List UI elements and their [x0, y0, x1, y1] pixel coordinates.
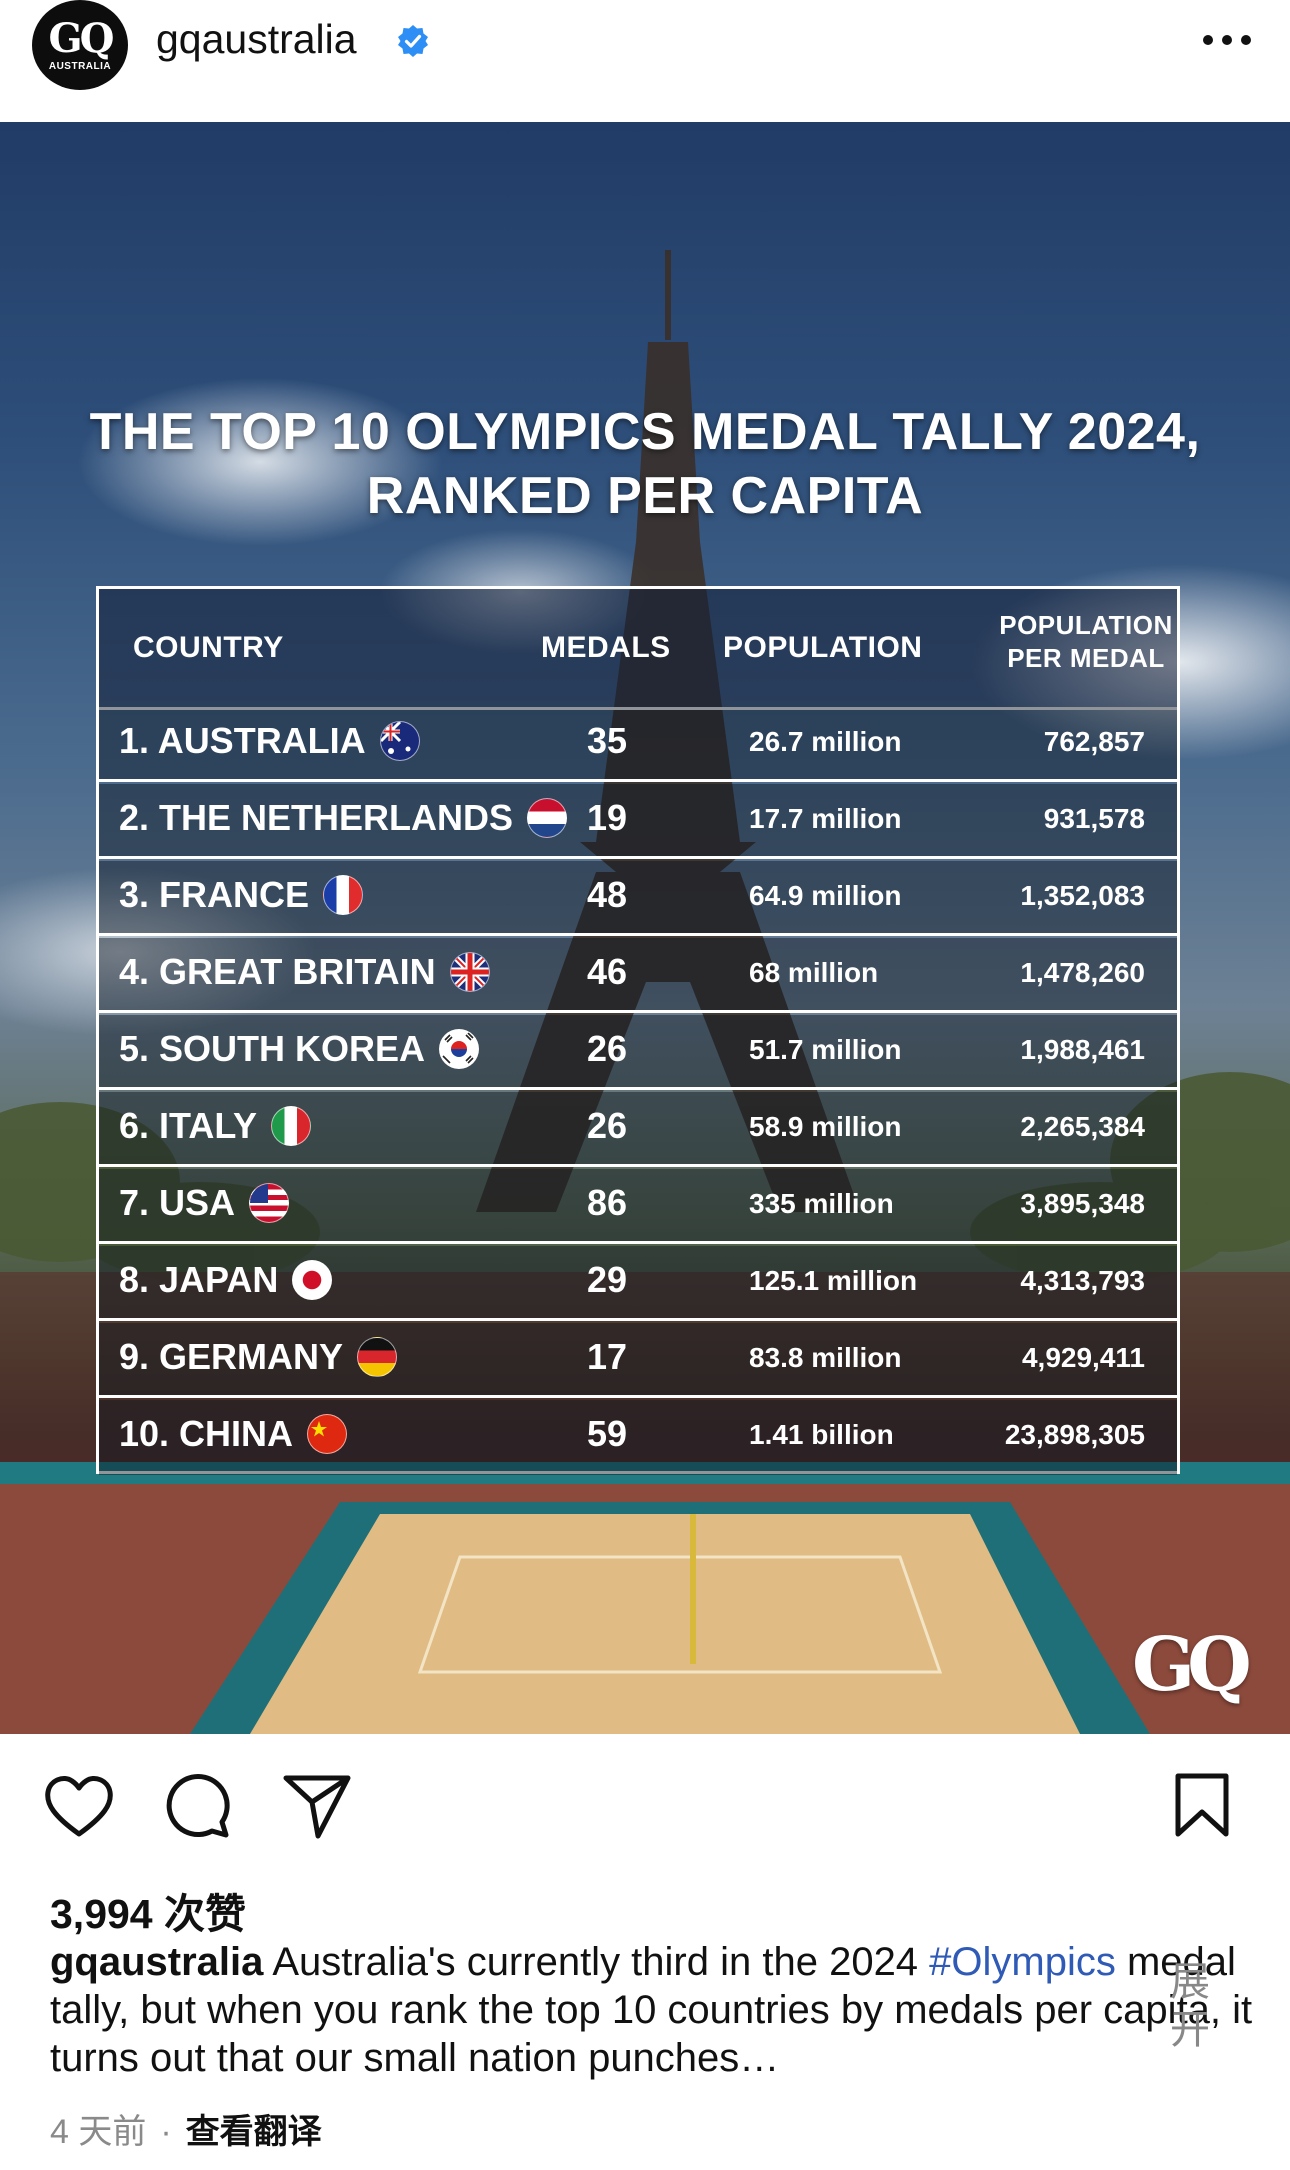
population-per-medal-cell: 4,929,411 [1021, 1342, 1145, 1373]
post-header: GQ AUSTRALIA gqaustralia [0, 0, 1290, 120]
caption-text: Australia's currently third in the 2024 [263, 1940, 930, 1984]
country-cell: 8. JAPAN [119, 1259, 333, 1301]
post-caption: gqaustralia Australia's currently third … [50, 1938, 1260, 2082]
country-cell: 7. USA [119, 1182, 290, 1224]
meta-separator: · [160, 2113, 172, 2151]
population-per-medal-cell: 762,857 [1043, 726, 1145, 757]
population-per-medal-cell: 1,988,461 [1020, 1034, 1145, 1065]
netherlands-flag-icon [527, 798, 568, 838]
post-actions [0, 1734, 1290, 1864]
medals-cell: 35 [586, 720, 627, 761]
south-korea-flag-icon [439, 1029, 480, 1069]
comment-icon[interactable] [162, 1772, 232, 1840]
china-flag-icon [307, 1414, 348, 1454]
table-row: 1. AUSTRALIA 35 26.7 million 762,857 [99, 707, 1177, 782]
table-row: 4. GREAT BRITAIN 46 68 million 1,478,260 [99, 938, 1177, 1013]
table-row: 9. GERMANY 17 83.8 million 4,929,411 [99, 1323, 1177, 1398]
population-per-medal-cell: 1,478,260 [1020, 957, 1145, 988]
avatar-logo-subtext: AUSTRALIA [48, 60, 112, 72]
header-medals: MEDALS [541, 631, 671, 664]
medals-cell: 46 [586, 951, 627, 992]
australia-flag-icon [379, 721, 420, 761]
heart-icon[interactable] [42, 1772, 116, 1840]
table-row: 2. THE NETHERLANDS 19 17.7 million 931,5… [99, 784, 1177, 859]
table-row: 10. CHINA 59 1.41 billion 23,898,305 [99, 1400, 1177, 1475]
bookmark-icon[interactable] [1172, 1772, 1232, 1840]
medals-cell: 26 [586, 1028, 627, 1069]
italy-flag-icon [271, 1106, 312, 1146]
population-cell: 26.7 million [749, 726, 902, 757]
more-options-icon[interactable] [1200, 20, 1254, 60]
header-population: POPULATION [723, 631, 923, 664]
population-cell: 125.1 million [749, 1265, 918, 1296]
medals-cell: 26 [586, 1105, 627, 1146]
country-cell: 4. GREAT BRITAIN [119, 951, 490, 993]
population-per-medal-cell: 3,895,348 [1020, 1188, 1145, 1219]
username-link[interactable]: gqaustralia [156, 16, 357, 62]
table-row: 3. FRANCE 48 64.9 million 1,352,083 [99, 861, 1177, 936]
population-cell: 17.7 million [749, 803, 902, 834]
medals-cell: 48 [586, 874, 627, 915]
post-image-title: THE TOP 10 OLYMPICS MEDAL TALLY 2024, RA… [89, 403, 1201, 525]
header-population-per-medal: POPULATION PER MEDAL [999, 610, 1173, 673]
post-time: 4 天前 [50, 2113, 147, 2151]
population-cell: 1.41 billion [749, 1419, 894, 1450]
population-per-medal-cell: 4,313,793 [1020, 1265, 1145, 1296]
like-count[interactable]: 3,994 次赞 [50, 1891, 246, 1937]
population-cell: 58.9 million [749, 1111, 902, 1142]
table-row: 8. JAPAN 29 125.1 million 4,313,793 [99, 1246, 1177, 1321]
caption-text-continued: medal tally, but when you rank the top 1… [50, 1940, 1253, 2080]
table-row: 6. ITALY 26 58.9 million 2,265,384 [99, 1092, 1177, 1167]
verified-badge-icon [398, 25, 428, 57]
table-row: 5. SOUTH KOREA 26 51.7 million 1,988,461 [99, 1015, 1177, 1090]
country-cell: 3. FRANCE [119, 874, 364, 916]
caption-username[interactable]: gqaustralia [50, 1940, 264, 1984]
header-country: COUNTRY [133, 631, 284, 664]
population-cell: 83.8 million [749, 1342, 902, 1373]
post-meta: 4 天前 · 查看翻译 [50, 2104, 322, 2153]
population-per-medal-cell: 931,578 [1043, 803, 1145, 834]
table-header: COUNTRY MEDALS POPULATION POPULATION PER… [99, 589, 1177, 710]
population-per-medal-cell: 1,352,083 [1020, 880, 1145, 911]
medals-cell: 17 [586, 1336, 627, 1377]
country-cell: 2. THE NETHERLANDS [119, 797, 568, 839]
table-row: 7. USA 86 335 million 3,895,348 [99, 1169, 1177, 1244]
japan-flag-icon [292, 1260, 333, 1300]
avatar-logo-text: GQ [48, 14, 114, 62]
medals-cell: 29 [586, 1259, 627, 1300]
avatar[interactable]: GQ AUSTRALIA [32, 0, 128, 90]
population-per-medal-cell: 2,265,384 [1020, 1111, 1145, 1142]
beach-volleyball-court [0, 1462, 1290, 1734]
medals-cell: 86 [586, 1182, 627, 1223]
medal-table: COUNTRY MEDALS POPULATION POPULATION PER… [96, 586, 1180, 1475]
uk-flag-icon [449, 952, 490, 992]
population-cell: 64.9 million [749, 880, 902, 911]
gq-watermark-logo: GQ [1132, 1622, 1252, 1708]
see-translation-button[interactable]: 查看翻译 [185, 2113, 322, 2151]
expand-caption-button[interactable]: 展开 [1170, 1960, 1210, 2052]
country-cell: 10. CHINA [119, 1413, 348, 1455]
medals-cell: 19 [586, 797, 627, 838]
share-icon[interactable] [282, 1772, 352, 1840]
country-cell: 5. SOUTH KOREA [119, 1028, 480, 1070]
hashtag-link[interactable]: #Olympics [929, 1940, 1116, 1984]
country-cell: 6. ITALY [119, 1105, 312, 1147]
medals-cell: 59 [586, 1413, 627, 1454]
population-per-medal-cell: 23,898,305 [1004, 1419, 1145, 1450]
population-cell: 68 million [749, 957, 879, 988]
post-image[interactable]: THE TOP 10 OLYMPICS MEDAL TALLY 2024, RA… [0, 122, 1290, 1734]
country-cell: 9. GERMANY [119, 1336, 398, 1378]
usa-flag-icon [249, 1183, 290, 1223]
germany-flag-icon [357, 1337, 398, 1377]
france-flag-icon [323, 875, 364, 915]
country-cell: 1. AUSTRALIA [119, 720, 420, 762]
population-cell: 335 million [749, 1188, 894, 1219]
population-cell: 51.7 million [749, 1034, 902, 1065]
